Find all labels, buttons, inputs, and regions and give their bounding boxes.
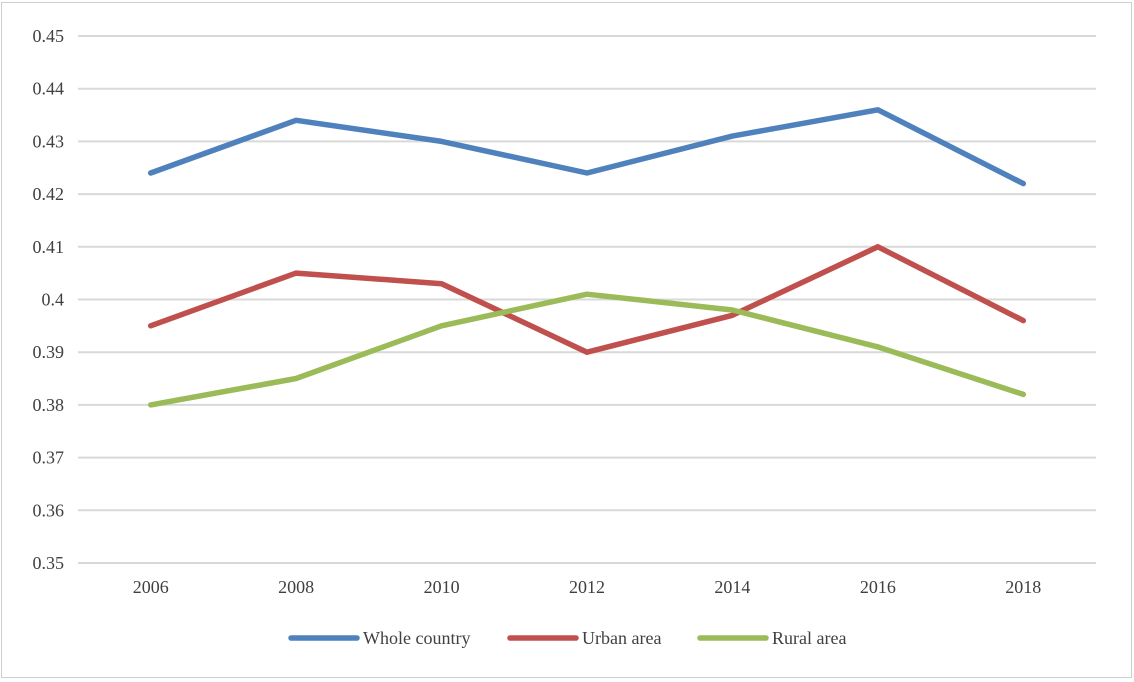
legend-label: Urban area — [582, 628, 661, 648]
y-tick-label: 0.44 — [33, 79, 65, 99]
x-tick-label: 2012 — [569, 577, 605, 597]
y-tick-label: 0.42 — [33, 184, 65, 204]
x-axis-ticks: 2006 2008 2010 2012 2014 2016 2018 — [133, 577, 1042, 597]
x-tick-label: 2006 — [133, 577, 169, 597]
x-tick-label: 2014 — [714, 577, 750, 597]
y-tick-label: 0.36 — [33, 500, 65, 520]
y-tick-label: 0.38 — [33, 395, 65, 415]
series-line-rural-area — [147, 291, 1027, 408]
y-tick-label: 0.41 — [33, 237, 65, 257]
x-tick-label: 2016 — [860, 577, 896, 597]
line-chart: 0.35 0.36 0.37 0.38 0.39 0.4 0.41 0.42 0.43 0.44 0… — [33, 26, 1096, 648]
series-line-whole-country — [147, 107, 1027, 187]
y-axis-ticks: 0.35 0.36 0.37 0.38 0.39 0.4 0.41 0.42 0.43 0.44 0… — [33, 26, 65, 573]
y-tick-label: 0.39 — [33, 342, 65, 362]
x-tick-label: 2018 — [1005, 577, 1041, 597]
x-tick-label: 2010 — [424, 577, 460, 597]
y-tick-label: 0.45 — [33, 26, 65, 46]
y-tick-label: 0.37 — [33, 448, 65, 468]
legend-label: Rural area — [772, 628, 846, 648]
series-lines — [147, 107, 1027, 408]
series-line-urban-area — [147, 244, 1027, 355]
y-tick-label: 0.43 — [33, 131, 65, 151]
legend: Whole country Urban area Rural area — [288, 628, 846, 648]
x-tick-label: 2008 — [278, 577, 314, 597]
y-tick-label: 0.4 — [42, 290, 65, 310]
legend-label: Whole country — [363, 628, 470, 648]
y-tick-label: 0.35 — [33, 553, 65, 573]
